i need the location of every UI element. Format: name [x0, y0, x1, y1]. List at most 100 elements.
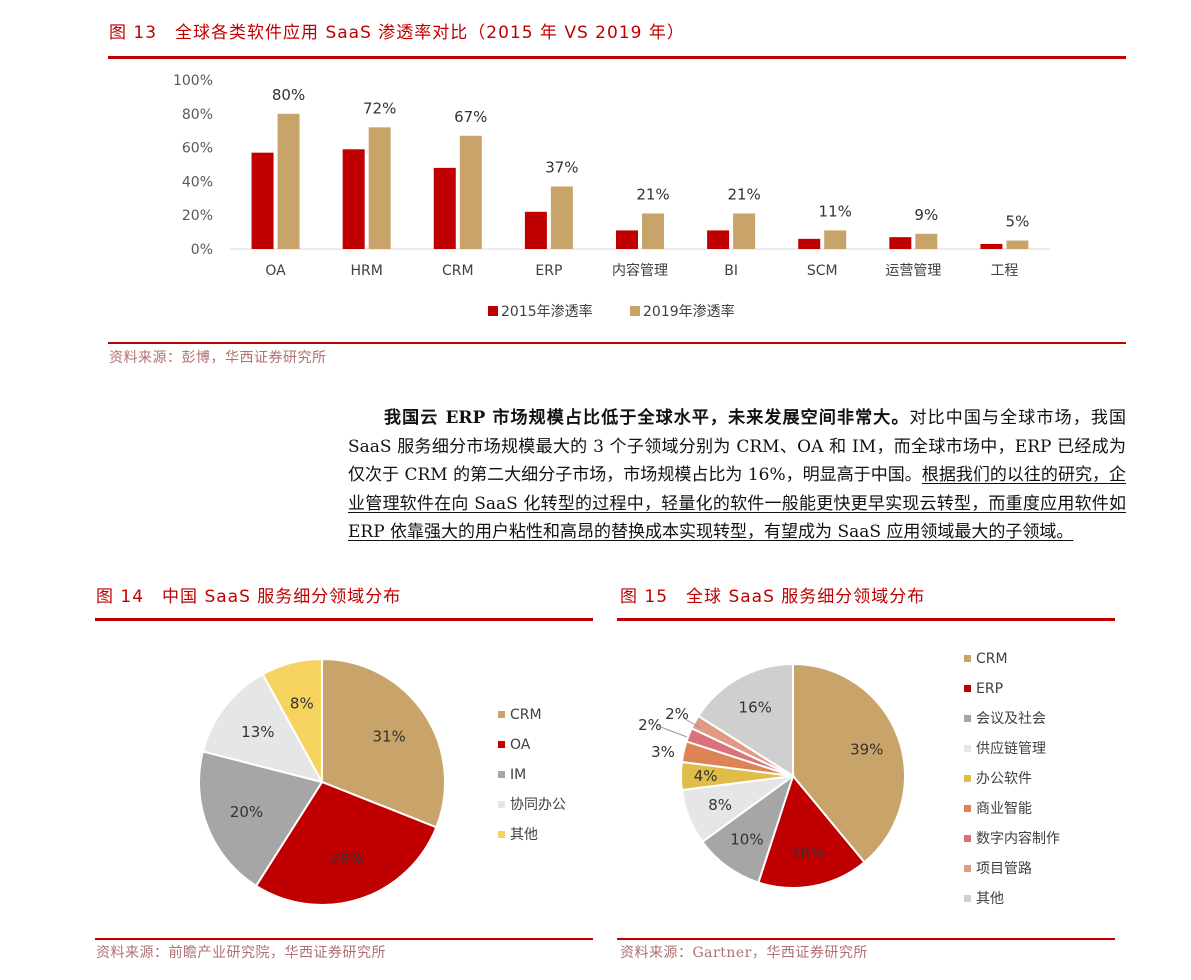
slice-label: 28% — [330, 850, 363, 868]
slice-label: 10% — [730, 830, 763, 848]
legend-label: 数字内容制作 — [976, 830, 1060, 847]
pie-slice — [321, 657, 446, 829]
bar-2015 — [342, 149, 365, 249]
leader-line — [684, 718, 702, 729]
legend-swatch — [964, 655, 971, 662]
legend-label: 其他 — [976, 891, 1004, 907]
legend-label: IM — [510, 767, 526, 783]
slice-label: 20% — [230, 803, 263, 821]
slice-label: 8% — [290, 694, 314, 712]
data-label: 72% — [363, 99, 396, 117]
data-label: 11% — [819, 202, 852, 220]
figure-13-top-rule — [108, 56, 1126, 59]
pie-chart-global: 39% 16% 10% 8% 4% 3% 2%2% 16% CRM ERP 会议及社会供应链管理办公… — [638, 651, 1060, 907]
legend-label: 2019年渗透率 — [643, 303, 735, 320]
pie-slice — [254, 780, 438, 906]
y-tick-label: 100% — [173, 73, 213, 89]
x-tick-label: 工程 — [990, 263, 1018, 279]
legend-swatch — [964, 715, 971, 722]
bar-2019 — [550, 186, 573, 249]
x-tick-label: CRM — [442, 263, 474, 279]
legend-label: 其他 — [510, 827, 538, 843]
bar-2015 — [524, 211, 547, 249]
slice-label: 8% — [708, 796, 732, 814]
bar-2015 — [616, 230, 638, 249]
legend-label: ERP — [976, 681, 1003, 697]
bar-2015 — [980, 243, 1003, 249]
data-label: 21% — [727, 186, 760, 204]
legend-swatch — [964, 835, 971, 842]
x-tick-label: 内容管理 — [612, 262, 668, 279]
legend-swatch — [498, 711, 505, 718]
pie-slice — [792, 662, 906, 864]
data-label: 5% — [1006, 213, 1030, 231]
pie-slice — [201, 672, 324, 784]
pie-slice — [198, 750, 324, 888]
slice-label: 3% — [651, 743, 675, 761]
bar-2015 — [707, 230, 730, 249]
x-tick-label: OA — [265, 263, 286, 279]
bar-chart: 100% 80% 60% 40% 20% 0% 80% OA 72% HRM 67% CRM 37% ER… — [173, 73, 1050, 320]
x-tick-label: 运营管理 — [885, 263, 941, 279]
legend-swatch — [630, 306, 640, 316]
y-tick-label: 80% — [182, 107, 213, 123]
data-label: 67% — [454, 108, 487, 126]
paragraph-underlined-text: 根据我们的以往的研究，企业管理软件在向 SaaS 化转型的过程中，轻量化的软件一… — [348, 465, 1126, 542]
legend-label: CRM — [510, 707, 542, 723]
figure-13-bottom-rule — [108, 342, 1126, 344]
bar-2015 — [798, 238, 821, 249]
legend-label: CRM — [976, 651, 1008, 667]
slice-label: 31% — [372, 727, 405, 745]
leader-line — [657, 725, 688, 738]
legend-label: 2015年渗透率 — [501, 303, 593, 320]
legend-label: 项目管路 — [976, 861, 1032, 877]
legend-label: 商业智能 — [976, 801, 1032, 817]
bar-2019 — [1006, 240, 1029, 249]
x-tick-label: SCM — [807, 263, 838, 279]
figure-14-bottom-rule — [95, 938, 593, 940]
legend-swatch — [964, 745, 971, 752]
figure-14-top-rule — [95, 618, 593, 621]
legend-swatch — [964, 805, 971, 812]
bar-2019 — [277, 113, 300, 249]
body-paragraph: 我国云 ERP 市场规模占比低于全球水平，未来发展空间非常大。对比中国与全球市场… — [348, 404, 1126, 547]
legend-swatch — [964, 775, 971, 782]
figure-15-source: 资料来源：Gartner，华西证券研究所 — [620, 945, 868, 961]
data-label: 80% — [272, 86, 305, 104]
y-tick-label: 0% — [191, 242, 213, 258]
slice-label: 2% — [638, 716, 662, 734]
slice-label: 16% — [739, 698, 772, 716]
legend-swatch — [964, 865, 971, 872]
y-tick-label: 40% — [182, 174, 213, 190]
bar-2015 — [433, 167, 456, 249]
bar-2019 — [642, 213, 664, 249]
slice-label: 16% — [791, 844, 824, 862]
bar-2019 — [459, 135, 482, 249]
pie-slice — [261, 657, 323, 783]
figure-15-bottom-rule — [617, 938, 1115, 940]
bar-2019 — [915, 233, 938, 249]
legend-label: 会议及社会 — [976, 711, 1046, 727]
data-label: 37% — [545, 158, 578, 176]
figure-13-title: 图 13 全球各类软件应用 SaaS 渗透率对比（2015 年 VS 2019 … — [109, 23, 685, 43]
bar-2019 — [733, 213, 756, 249]
paragraph-bold-lead: 我国云 ERP 市场规模占比低于全球水平，未来发展空间非常大。 — [384, 408, 910, 428]
legend-label: 协同办公 — [510, 797, 566, 813]
legend-swatch — [488, 306, 498, 316]
x-tick-label: HRM — [350, 263, 382, 279]
x-tick-label: BI — [724, 263, 738, 279]
figure-15-top-rule — [617, 618, 1115, 621]
figure-13-source: 资料来源：彭博，华西证券研究所 — [109, 350, 327, 366]
slice-label: 2% — [665, 705, 689, 723]
pie-slice — [697, 662, 794, 778]
legend-label: 办公软件 — [976, 771, 1032, 787]
data-label: 21% — [636, 186, 669, 204]
x-tick-label: ERP — [535, 263, 562, 279]
data-label: 9% — [914, 206, 938, 224]
bar-2015 — [889, 237, 912, 249]
y-tick-label: 20% — [182, 208, 213, 224]
slice-label: 39% — [850, 740, 883, 758]
legend-swatch — [498, 801, 505, 808]
bar-2019 — [368, 127, 391, 249]
